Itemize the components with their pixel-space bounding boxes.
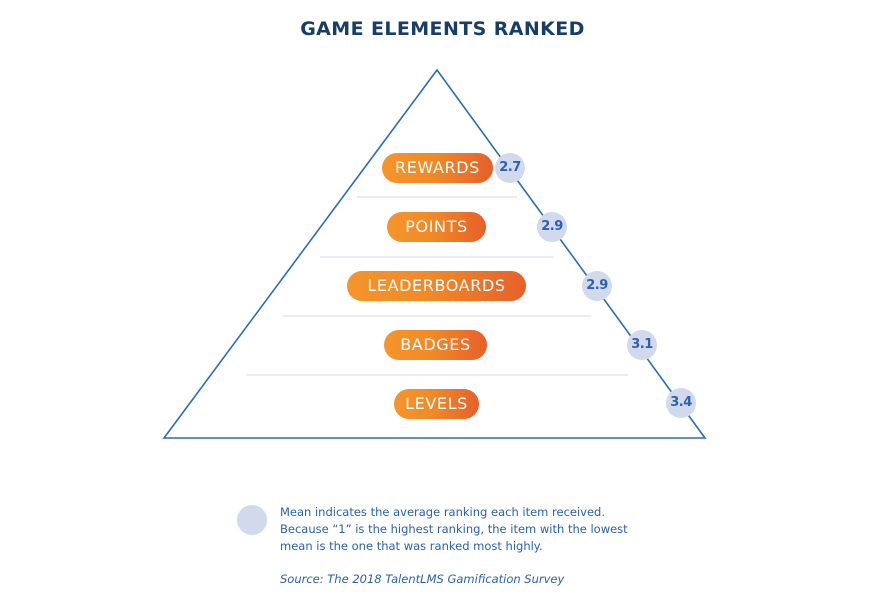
legend-mean-circle-icon — [237, 505, 267, 535]
tier-pill-leaderboards: LEADERBOARDS — [347, 271, 526, 301]
mean-badge-rewards: 2.7 — [495, 153, 525, 183]
mean-badge-points: 2.9 — [537, 212, 567, 242]
source-citation: Source: The 2018 TalentLMS Gamification … — [280, 572, 565, 586]
tier-pill-points: POINTS — [387, 212, 486, 242]
tier-pill-rewards: REWARDS — [382, 153, 493, 183]
chart-title: GAME ELEMENTS RANKED — [300, 18, 585, 40]
tier-pill-levels: LEVELS — [394, 389, 479, 419]
tier-separators — [246, 196, 628, 376]
mean-badge-levels: 3.4 — [666, 388, 696, 418]
mean-badge-badges: 3.1 — [627, 330, 657, 360]
legend-description: Mean indicates the average ranking each … — [280, 505, 628, 553]
mean-badge-leaderboards: 2.9 — [582, 271, 612, 301]
tier-pill-badges: BADGES — [384, 330, 487, 360]
pyramid-outline — [162, 68, 707, 439]
